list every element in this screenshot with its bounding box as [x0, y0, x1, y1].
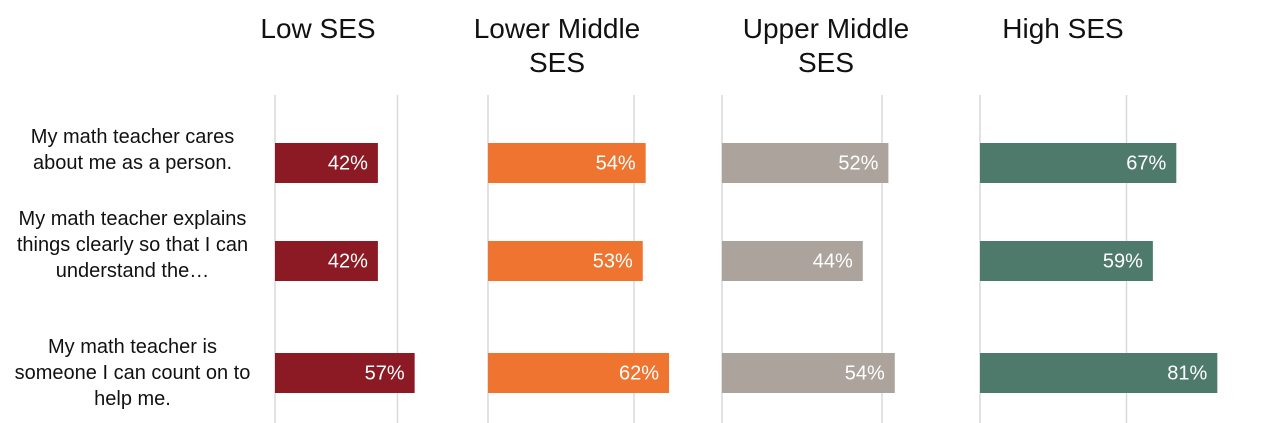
category-label: My math teacher is someone I can count o…	[14, 336, 251, 410]
value-label: 54%	[845, 362, 885, 384]
value-label: 42%	[328, 250, 368, 272]
bar	[980, 241, 1153, 281]
value-label: 62%	[619, 362, 659, 384]
value-label: 59%	[1103, 250, 1143, 272]
value-label: 54%	[596, 152, 636, 174]
bar	[722, 353, 895, 393]
value-label: 52%	[838, 152, 878, 174]
bar	[980, 143, 1177, 183]
bar	[275, 353, 415, 393]
bar	[980, 353, 1218, 393]
value-label: 67%	[1126, 152, 1166, 174]
category-label: My math teacher explains things clearly …	[16, 208, 249, 282]
category-label: My math teacher cares about me as a pers…	[30, 126, 235, 174]
value-label: 81%	[1167, 362, 1207, 384]
panel-title: Low SES	[260, 13, 376, 44]
bar	[275, 241, 378, 281]
value-label: 44%	[813, 250, 853, 272]
panel-title: High SES	[1002, 13, 1124, 44]
bar	[488, 353, 670, 393]
panel-title: Lower Middle SES	[473, 13, 641, 78]
panel-title: Upper Middle SES	[742, 13, 910, 78]
bar	[275, 143, 378, 183]
bar	[722, 143, 889, 183]
value-label: 53%	[593, 250, 633, 272]
value-label: 42%	[328, 152, 368, 174]
bar	[488, 143, 646, 183]
bar	[488, 241, 643, 281]
value-label: 57%	[365, 362, 405, 384]
bar	[722, 241, 863, 281]
